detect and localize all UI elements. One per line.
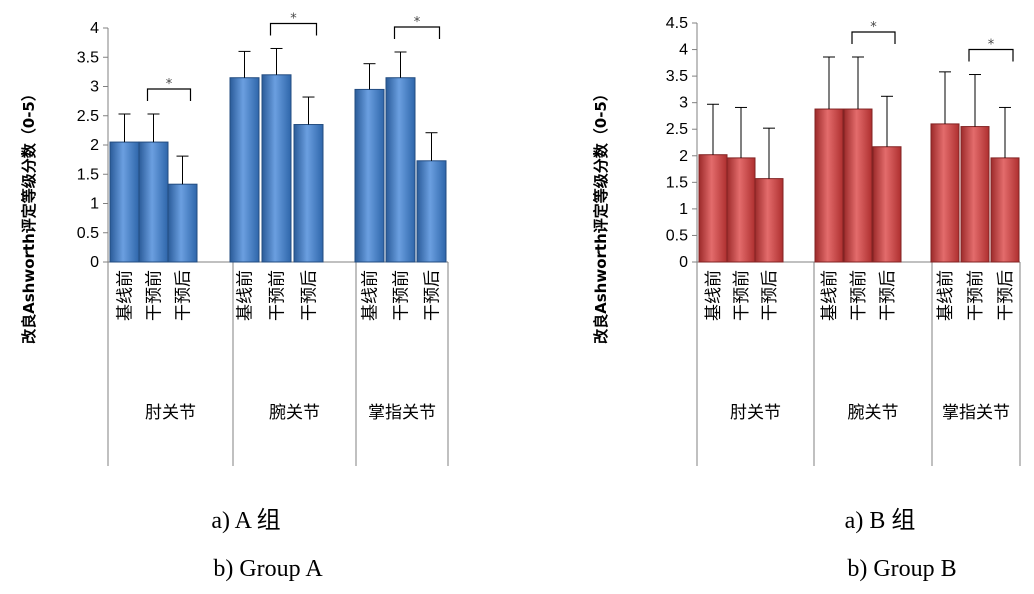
chart-b-bar: [960, 126, 990, 263]
chart-a-ytick-label: 0: [90, 254, 99, 271]
chart-a-bar: [109, 141, 140, 263]
chart-a-ytick-label: 0.5: [77, 225, 99, 242]
chart-b-bar: [814, 108, 844, 263]
chart-a-significance-star: *: [166, 77, 173, 92]
caption-b-cn: a) B 组: [844, 508, 916, 534]
chart-a-ytick-label: 4: [90, 20, 99, 37]
chart-b-ytick-label: 0: [679, 254, 688, 271]
chart-a-significance-bracket: [269, 22, 318, 36]
chart-a-bar: [138, 141, 169, 263]
chart-a-series-label: 干预后: [423, 270, 443, 321]
chart-b-bar: [698, 154, 728, 263]
chart-b-ytick-label: 3: [679, 95, 688, 112]
chart-b-bar: [872, 146, 902, 263]
chart-b-significance-star: *: [870, 20, 877, 35]
chart-b-significance-bracket: [968, 48, 1014, 62]
chart-b-ytick-label: 4: [679, 42, 688, 59]
chart-a-series-label: 基线前: [116, 270, 136, 321]
chart-b-significance-star: *: [988, 38, 995, 53]
chart-b-series-label: 干预后: [996, 270, 1016, 321]
chart-b-y-label: 改良Ashworth评定等级分数（0-5）: [592, 86, 610, 344]
caption-a-cn: a) A 组: [211, 508, 281, 534]
chart-b-ytick-label: 0.5: [666, 227, 688, 244]
chart-a-series-label: 干预后: [300, 270, 320, 321]
chart-a-ytick-label: 1: [90, 196, 99, 213]
chart-b-ytick-label: 2.5: [666, 121, 688, 138]
chart-b-series-label: 干预后: [760, 270, 780, 321]
chart-b-series-label: 干预前: [966, 270, 986, 321]
chart-a-bar: [354, 88, 385, 263]
chart-a-ytick-label: 1.5: [77, 166, 99, 183]
chart-a-series-label: 基线前: [236, 270, 256, 321]
chart-a-bar: [167, 183, 198, 263]
chart-a-bar: [416, 160, 447, 263]
chart-a-series-label: 干预前: [145, 270, 165, 321]
chart-b-series-label: 干预后: [878, 270, 898, 321]
chart-b-group-label: 掌指关节: [942, 403, 1010, 423]
chart-a-bar: [385, 77, 416, 263]
chart-a-series-label: 干预后: [174, 270, 194, 321]
chart-a-series-label: 干预前: [268, 270, 288, 321]
chart-a-group-label: 腕关节: [269, 403, 320, 423]
chart-a-series-label: 干预前: [392, 270, 412, 321]
chart-a-ytick-label: 3.5: [77, 49, 99, 66]
chart-a-series-label: 基线前: [361, 270, 381, 321]
caption-a-en: b) Group A: [213, 556, 323, 582]
chart-b-series-label: 基线前: [704, 270, 724, 321]
chart-b-bar: [726, 157, 756, 263]
chart-b-significance-bracket: [851, 31, 896, 44]
chart-b-ytick-label: 4.5: [666, 15, 688, 32]
chart-a-ytick-label: 2.5: [77, 108, 99, 125]
chart-b-group-label: 肘关节: [730, 403, 781, 423]
chart-a-significance-star: *: [414, 15, 421, 30]
chart-b-ytick-label: 2: [679, 148, 688, 165]
chart-a-ytick-label: 2: [90, 137, 99, 154]
chart-b-series-label: 干预前: [849, 270, 869, 321]
chart-a-y-label: 改良Ashworth评定等级分数（0-5）: [20, 86, 38, 344]
chart-b-series-label: 基线前: [936, 270, 956, 321]
chart-b-bar: [930, 123, 960, 263]
chart-b-group-label: 腕关节: [848, 403, 899, 423]
chart-a-significance-bracket: [146, 88, 192, 101]
caption-b-en: b) Group B: [847, 556, 957, 582]
chart-a-ytick-label: 3: [90, 79, 99, 96]
chart-a-significance-bracket: [393, 26, 441, 39]
chart-b-ytick-label: 1.5: [666, 174, 688, 191]
chart-a-bar: [293, 124, 324, 263]
chart-b-bar: [990, 157, 1020, 263]
chart-a-group-label: 掌指关节: [368, 403, 436, 423]
chart-a-bar: [229, 77, 260, 263]
chart-b-ytick-label: 1: [679, 201, 688, 218]
chart-a-significance-star: *: [290, 11, 297, 26]
chart-b-bar: [843, 108, 873, 263]
chart-b-bar: [754, 178, 784, 263]
chart-a-group-label: 肘关节: [145, 403, 196, 423]
chart-b-series-label: 干预前: [732, 270, 752, 321]
chart-b-series-label: 基线前: [820, 270, 840, 321]
chart-b-ytick-label: 3.5: [666, 68, 688, 85]
chart-a-bar: [261, 74, 292, 263]
